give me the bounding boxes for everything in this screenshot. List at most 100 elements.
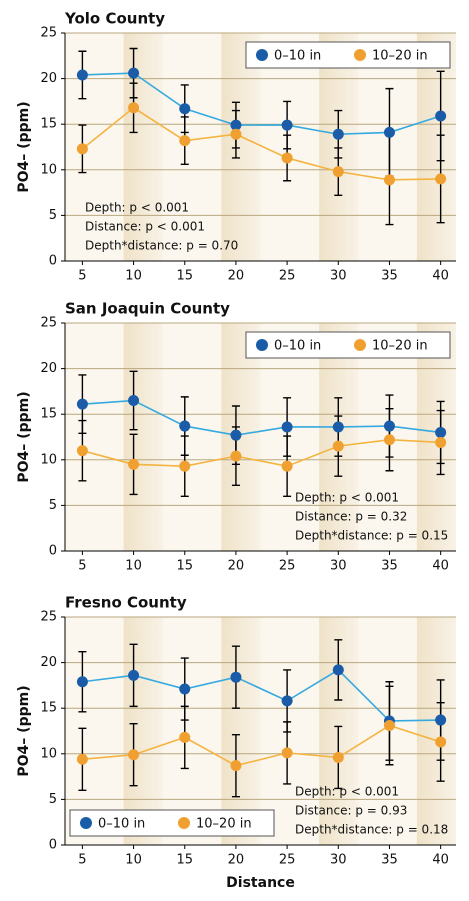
x-tick-label: 5 (78, 559, 86, 574)
background-band (123, 617, 163, 845)
y-tick-label: 15 (40, 701, 57, 716)
data-point (281, 119, 293, 131)
y-tick-label: 5 (49, 498, 57, 513)
legend-marker (354, 339, 366, 351)
data-point (435, 110, 447, 122)
data-point (128, 749, 140, 761)
background-band (123, 323, 163, 551)
y-tick-label: 15 (40, 117, 57, 132)
data-point (128, 67, 140, 79)
data-point (179, 420, 191, 432)
x-tick-label: 15 (176, 269, 193, 284)
data-point (383, 420, 395, 432)
series-line (82, 72, 441, 136)
data-point (76, 445, 88, 457)
chart-title: Yolo County (64, 10, 165, 28)
data-point (76, 398, 88, 410)
legend-label: 0–10 in (274, 49, 321, 64)
background-band (416, 617, 456, 845)
data-point (332, 166, 344, 178)
data-point (128, 458, 140, 470)
legend-label: 10–20 in (196, 817, 252, 832)
background-band (221, 33, 261, 261)
annotation: Depth: p < 0.001 (295, 785, 399, 799)
data-point (332, 128, 344, 140)
y-tick-label: 0 (49, 544, 57, 559)
legend-box (245, 331, 451, 359)
x-tick-label: 35 (381, 853, 398, 868)
y-tick-label: 10 (40, 162, 57, 177)
y-tick-label: 10 (40, 452, 57, 467)
data-point (128, 102, 140, 114)
chart-title: San Joaquin County (65, 300, 230, 318)
data-point (179, 460, 191, 472)
x-axis-label: Distance (226, 875, 295, 891)
x-tick-label: 10 (125, 269, 142, 284)
data-point (230, 760, 242, 772)
x-tick-label: 20 (228, 269, 245, 284)
annotation: Depth: p < 0.001 (85, 201, 189, 215)
data-point (230, 671, 242, 683)
data-point (281, 747, 293, 759)
data-point (230, 429, 242, 441)
data-point (281, 460, 293, 472)
legend-marker (256, 49, 268, 61)
annotation: Depth*distance: p = 0.15 (295, 529, 448, 543)
y-axis-label: PO4– (ppm) (16, 101, 32, 192)
annotation: Depth*distance: p = 0.70 (85, 239, 238, 253)
data-point (435, 426, 447, 438)
background-band (221, 617, 261, 845)
data-point (230, 119, 242, 131)
data-point (230, 450, 242, 462)
annotation: Depth*distance: p = 0.18 (295, 823, 448, 837)
series-line (82, 438, 441, 468)
data-point (230, 128, 242, 140)
x-tick-label: 40 (432, 853, 449, 868)
series-line (82, 724, 441, 767)
y-tick-label: 25 (40, 26, 57, 41)
legend-marker (80, 817, 92, 829)
legend-box (69, 809, 275, 837)
data-point (383, 720, 395, 732)
background-band (416, 323, 456, 551)
data-point (435, 173, 447, 185)
chart-title: Fresno County (65, 594, 187, 612)
data-point (179, 135, 191, 147)
data-point (179, 103, 191, 115)
data-point (179, 683, 191, 695)
data-point (76, 69, 88, 81)
y-axis-label: PO4– (ppm) (16, 685, 32, 776)
x-tick-label: 25 (279, 853, 296, 868)
data-point (76, 143, 88, 155)
data-point (435, 736, 447, 748)
x-tick-label: 20 (228, 853, 245, 868)
x-tick-label: 25 (279, 559, 296, 574)
x-tick-label: 30 (330, 559, 347, 574)
annotation: Depth: p < 0.001 (295, 491, 399, 505)
data-point (383, 126, 395, 138)
x-tick-label: 35 (381, 269, 398, 284)
data-point (332, 664, 344, 676)
data-point (76, 753, 88, 765)
y-tick-label: 5 (49, 792, 57, 807)
data-point (281, 152, 293, 164)
y-tick-label: 0 (49, 254, 57, 269)
x-tick-label: 5 (78, 853, 86, 868)
y-tick-label: 10 (40, 746, 57, 761)
y-tick-label: 5 (49, 208, 57, 223)
data-point (128, 395, 140, 407)
x-tick-label: 30 (330, 853, 347, 868)
x-tick-label: 35 (381, 559, 398, 574)
x-tick-label: 20 (228, 559, 245, 574)
legend-label: 0–10 in (274, 339, 321, 354)
y-axis-label: PO4– (ppm) (16, 391, 32, 482)
legend-box (245, 41, 451, 69)
annotation: Distance: p < 0.001 (85, 220, 205, 234)
x-tick-label: 5 (78, 269, 86, 284)
legend-marker (178, 817, 190, 829)
x-tick-label: 40 (432, 559, 449, 574)
y-tick-label: 25 (40, 610, 57, 625)
data-point (179, 731, 191, 743)
y-tick-label: 25 (40, 316, 57, 331)
data-point (435, 436, 447, 448)
